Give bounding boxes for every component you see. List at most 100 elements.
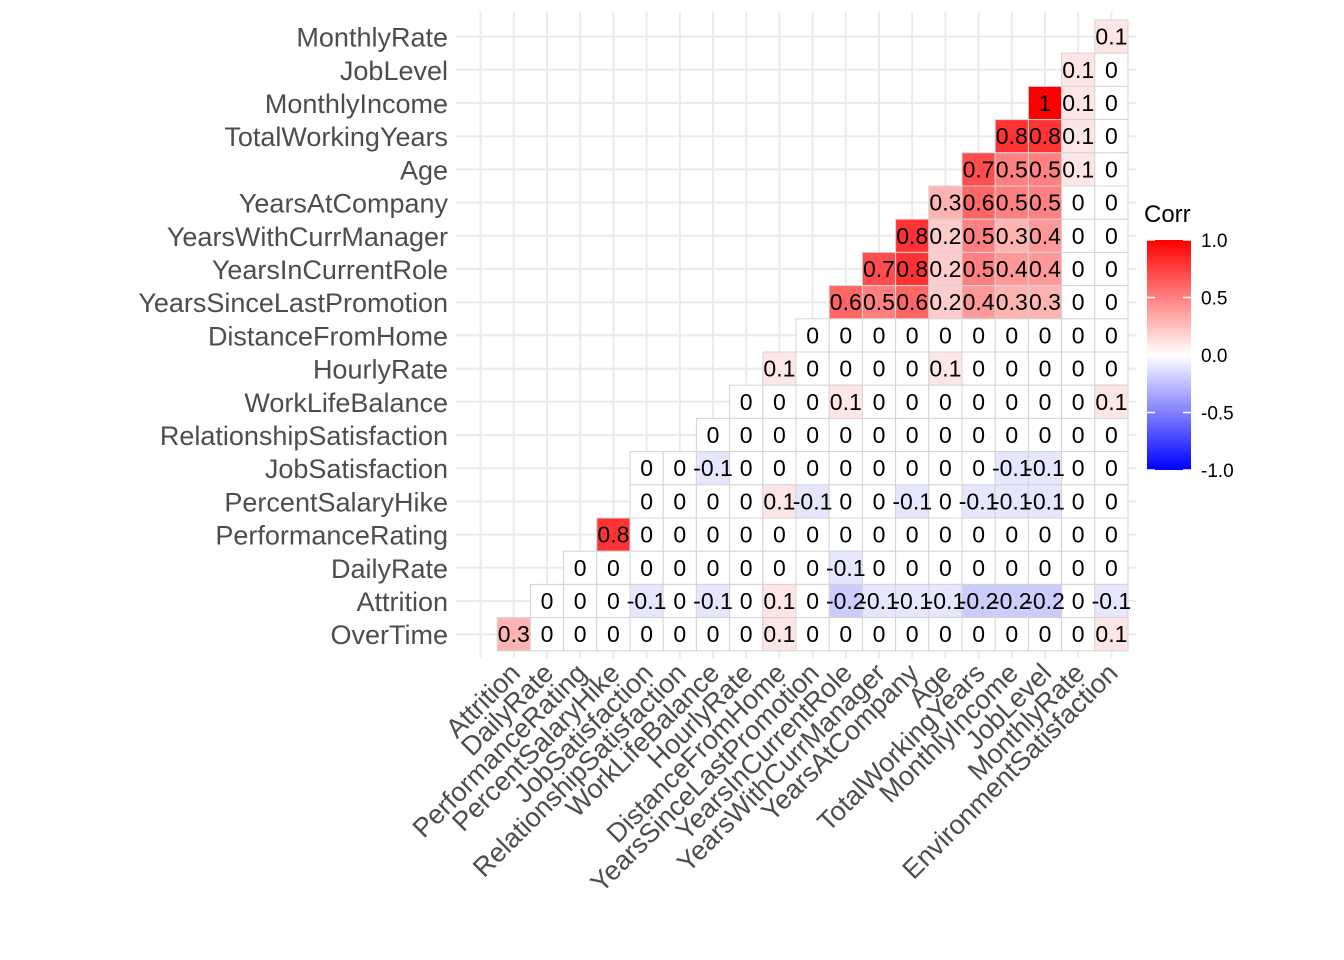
heatmap-cell (928, 318, 963, 353)
cell-value-label: 0 (873, 555, 886, 581)
cell-value-label: 0 (673, 488, 686, 514)
heatmap-cell (861, 617, 897, 652)
y-tick-label: Attrition (356, 587, 448, 617)
cell-value-label: 0.2 (929, 289, 961, 315)
y-tick-label: TotalWorkingYears (224, 122, 448, 152)
y-tick-label: YearsAtCompany (239, 189, 449, 219)
cell-value-label: -0.2 (826, 588, 866, 614)
cell-value-label: 0 (1039, 356, 1052, 382)
cell-value-label: 0.1 (929, 356, 961, 382)
y-tick-label: RelationshipSatisfaction (160, 421, 448, 451)
heatmap-cell (695, 517, 731, 552)
cell-value-label: 0.4 (1029, 223, 1061, 249)
cell-value-label: -0.1 (859, 588, 899, 614)
heatmap-cell (928, 417, 963, 453)
cell-value-label: 0 (906, 522, 919, 548)
cell-value-label: 0.3 (996, 289, 1028, 315)
cell-value-label: 0.6 (963, 190, 995, 216)
heatmap-cell (994, 451, 1029, 486)
cell-value-label: 0 (873, 621, 886, 647)
heatmap-cell (629, 517, 664, 552)
heatmap-cell (729, 451, 764, 486)
cell-value-label: 0.5 (963, 256, 995, 282)
cell-value-label: 0.1 (1095, 389, 1127, 415)
cell-value-label: 0 (1105, 223, 1118, 249)
cell-value-label: 0 (1105, 322, 1118, 348)
cell-value-label: 0.4 (963, 289, 995, 315)
heatmap-cell (695, 451, 731, 486)
cell-value-label: 0 (673, 588, 686, 614)
cell-value-label: 0 (873, 389, 886, 415)
cell-value-label: 0.3 (929, 190, 961, 216)
heatmap-cell (1061, 85, 1096, 121)
cell-value-label: 0 (873, 422, 886, 448)
cell-value-label: -0.1 (1092, 588, 1132, 614)
cell-value-label: 0 (1005, 356, 1018, 382)
cell-value-label: 0.1 (763, 488, 795, 514)
heatmap-cell (828, 285, 863, 320)
heatmap-cell (795, 351, 830, 386)
heatmap-cell (496, 617, 531, 652)
cell-value-label: 0 (906, 555, 919, 581)
heatmap-cell (563, 550, 598, 585)
heatmap-cell (861, 351, 897, 386)
cell-value-label: 0 (574, 621, 587, 647)
heatmap-cell (1061, 517, 1096, 552)
heatmap-cell (695, 617, 731, 652)
cell-value-label: 0 (1105, 356, 1118, 382)
cell-value-label: 0.8 (996, 123, 1028, 149)
heatmap-cell (1027, 617, 1063, 652)
heatmap-cell (1061, 550, 1096, 585)
heatmap-cell (1094, 583, 1129, 619)
cell-value-label: -0.2 (959, 588, 999, 614)
x-axis-labels: AttritionDailyRatePerformanceRatingPerce… (407, 657, 1124, 898)
heatmap-cell (994, 583, 1029, 619)
legend-tick-label: 0.0 (1201, 346, 1227, 367)
cell-value-label: 0 (773, 555, 786, 581)
cell-value-label: 0 (906, 389, 919, 415)
cell-value-label: 0 (906, 422, 919, 448)
heatmap-cell (928, 583, 963, 619)
cell-value-label: 0.1 (1062, 90, 1094, 116)
cell-value-label: 0.1 (1095, 24, 1127, 50)
y-tick-label: YearsWithCurrManager (167, 222, 448, 252)
heatmap-cell (1094, 351, 1129, 386)
heatmap-cell (662, 617, 697, 652)
cell-value-label: -0.1 (693, 455, 733, 481)
heatmap-cell (828, 484, 863, 519)
heatmap-cell (828, 318, 863, 353)
heatmap-cell (994, 185, 1029, 220)
heatmap-cell (1027, 550, 1063, 585)
cell-value-label: 0 (839, 488, 852, 514)
y-tick-label: JobSatisfaction (265, 454, 448, 484)
heatmap-cell (662, 550, 697, 585)
cell-value-label: -0.1 (1025, 455, 1065, 481)
cell-value-label: 0.8 (597, 522, 629, 548)
cell-value-label: 0 (873, 522, 886, 548)
cell-value-label: 0 (1105, 555, 1118, 581)
y-tick-label: YearsInCurrentRole (212, 255, 448, 285)
y-tick-label: MonthlyRate (296, 23, 448, 53)
y-tick-label: WorkLifeBalance (244, 388, 448, 418)
cell-value-label: 0 (740, 389, 753, 415)
heatmap-cell (994, 251, 1029, 287)
heatmap-cell (961, 417, 996, 453)
cell-value-label: 0 (1005, 422, 1018, 448)
heatmap-cell (994, 351, 1029, 386)
heatmap-cell (961, 617, 996, 652)
cell-value-label: 0 (1072, 256, 1085, 282)
heatmap-cell (1061, 351, 1096, 386)
y-tick-label: PerformanceRating (215, 521, 448, 551)
cell-value-label: 0.4 (1029, 256, 1061, 282)
cell-value-label: 0 (1039, 555, 1052, 581)
cell-value-label: 0.1 (1062, 57, 1094, 83)
cell-value-label: 0 (972, 356, 985, 382)
cell-value-label: 0 (574, 555, 587, 581)
cell-value-label: 0 (707, 522, 720, 548)
cell-value-label: 0 (773, 422, 786, 448)
cell-value-label: 0 (1039, 322, 1052, 348)
cell-value-label: -0.1 (892, 588, 932, 614)
heatmap-cell (861, 451, 897, 486)
cell-value-label: 0 (640, 621, 653, 647)
